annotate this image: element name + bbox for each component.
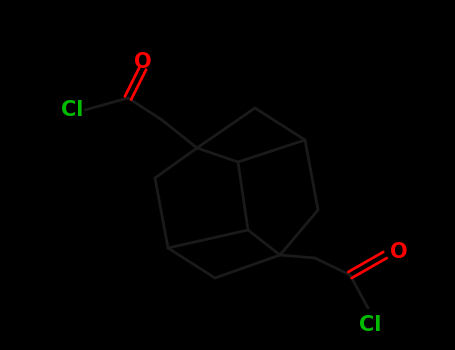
Text: O: O (134, 52, 152, 72)
Text: Cl: Cl (359, 315, 381, 335)
Text: Cl: Cl (61, 100, 83, 120)
Text: O: O (390, 242, 408, 262)
